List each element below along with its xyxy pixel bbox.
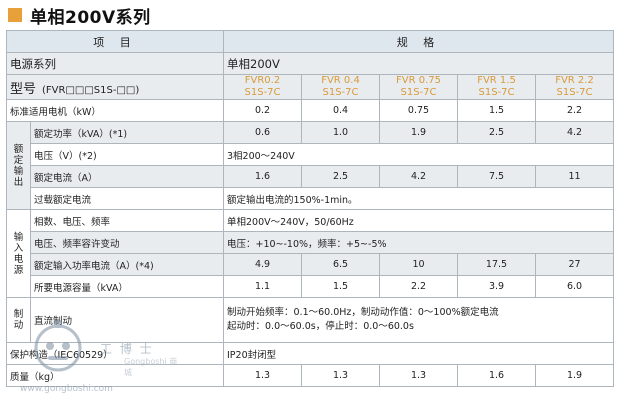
series-label: 电源系列 (6, 52, 224, 75)
header-row: 项 目 规 格 (6, 30, 615, 53)
model-label: 型号 (10, 81, 37, 97)
title-bullet (8, 8, 22, 22)
power-capacity-label: 所要电源容量（kVA） (30, 275, 224, 298)
rated-current-value: 4.2 (379, 165, 458, 188)
rated-input-value: 17.5 (457, 253, 536, 276)
model-label-cell: 型号 (FVR□□□S1S-□□) (6, 74, 224, 100)
group-label: 额定输出 (13, 143, 24, 188)
motor-value: 0.75 (379, 99, 458, 122)
series-value: 单相200V (222, 52, 615, 75)
rated-input-label: 额定输入功率电流（A）(*4) (30, 253, 224, 276)
group-label: 制动 (13, 309, 24, 331)
motor-value: 0.4 (301, 99, 380, 122)
dc-braking-line1: 制动开始频率：0.1～60.0Hz，制动动作值：0～100%额定电流 (227, 307, 499, 318)
rated-current-row: 额定电流（A） 1.6 2.5 4.2 7.5 11 (6, 165, 615, 188)
motor-row: 标准适用电机（kW） 0.2 0.4 0.75 1.5 2.2 (6, 99, 615, 122)
dc-braking-line2: 起动时：0.0～60.0s，停止时：0.0～60.0s (227, 321, 414, 332)
mass-value: 1.3 (301, 364, 380, 387)
rated-capacity-value: 1.0 (301, 121, 380, 144)
robot-mascot-icon (34, 320, 82, 372)
group-label: 输入电源 (13, 231, 24, 276)
input-power-group: 输入电源 (6, 209, 31, 298)
watermark-url: www.gongboshi.com (20, 384, 113, 394)
power-capacity-row: 所要电源容量（kVA） 1.1 1.5 2.2 3.9 6.0 (7, 275, 615, 298)
mass-value: 1.6 (457, 364, 536, 387)
voltage-row: 电压（V）(*2) 3相200～240V (7, 143, 615, 166)
rated-output-group: 额定输出 (6, 121, 31, 210)
mass-value: 1.3 (379, 364, 458, 387)
rated-input-value: 27 (534, 253, 615, 276)
rated-input-row: 额定输入功率电流（A）(*4) 4.9 6.5 10 17.5 27 (6, 253, 615, 276)
tolerance-value: 电压：+10~-10%，频率：+5~-5% (222, 231, 615, 254)
rated-current-value: 11 (534, 165, 615, 188)
motor-value: 2.2 (534, 99, 615, 122)
rated-current-value: 1.6 (223, 165, 302, 188)
power-capacity-value: 1.1 (223, 275, 302, 298)
power-capacity-value: 6.0 (534, 275, 615, 298)
rated-capacity-row: 额定输出 额定功率（kVA）(*1) 0.6 1.0 1.9 2.5 4.2 (6, 121, 615, 210)
watermark: 工 博 士 Gongboshi 商城 www.gongboshi.com (20, 318, 180, 400)
protection-value: IP20封闭型 (222, 342, 615, 365)
model-cell: FVR 2.2 S1S-7C (534, 74, 615, 100)
model-cell: FVR0.2 S1S-7C (223, 74, 302, 100)
overload-label: 过载额定电流 (30, 187, 224, 210)
rated-capacity-label: 额定功率（kVA）(*1) (30, 121, 224, 144)
rated-current-label: 额定电流（A） (30, 165, 224, 188)
page-title-text: 单相200V系列 (30, 7, 151, 28)
watermark-sub: Gongboshi 商城 (124, 357, 178, 377)
voltage-label: 电压（V）(*2) (30, 143, 224, 166)
mass-value: 1.9 (534, 364, 615, 387)
model-pattern: (FVR□□□S1S-□□) (42, 84, 140, 96)
rated-capacity-value: 1.9 (379, 121, 458, 144)
tolerance-row: 电压、频率容许变动 电压：+10~-10%，频率：+5~-5% (6, 231, 615, 254)
phase-value: 单相200V～240V，50/60Hz (222, 209, 615, 232)
phase-row: 输入电源 相数、电压、频率 单相200V～240V，50/60Hz (6, 209, 615, 298)
model-cell: FVR 0.4 S1S-7C (301, 74, 380, 100)
phase-label: 相数、电压、频率 (30, 209, 224, 232)
power-capacity-value: 3.9 (457, 275, 536, 298)
motor-value: 1.5 (457, 99, 536, 122)
rated-capacity-value: 4.2 (534, 121, 615, 144)
model-row: 型号 (FVR□□□S1S-□□) FVR0.2 S1S-7C FVR 0.4 S1S… (6, 74, 615, 100)
motor-label: 标准适用电机（kW） (6, 99, 224, 122)
overload-row: 过载额定电流 额定输出电流的150%-1min。 (7, 187, 615, 210)
dc-braking-value: 制动开始频率：0.1～60.0Hz，制动动作值：0～100%额定电流 起动时：0… (222, 297, 615, 343)
rated-capacity-value: 2.5 (457, 121, 536, 144)
power-capacity-value: 2.2 (379, 275, 458, 298)
spec-table: 项 目 规 格 电源系列 单相200V 型号 (FVR□□□S1S-□□) FVR… (6, 30, 615, 387)
page-title: 单相200V系列 (8, 4, 151, 28)
rated-input-value: 4.9 (223, 253, 302, 276)
header-item: 项 目 (6, 30, 224, 53)
model-cell: FVR 1.5 S1S-7C (457, 74, 536, 100)
braking-group: 制动 (6, 297, 31, 343)
tolerance-label: 电压、频率容许变动 (30, 231, 224, 254)
header-spec: 规 格 (222, 30, 615, 53)
power-capacity-value: 1.5 (301, 275, 380, 298)
rated-current-value: 7.5 (457, 165, 536, 188)
voltage-value: 3相200～240V (222, 143, 615, 166)
model-cell: FVR 0.75 S1S-7C (379, 74, 458, 100)
mass-value: 1.3 (223, 364, 302, 387)
rated-capacity-value: 0.6 (223, 121, 302, 144)
motor-value: 0.2 (223, 99, 302, 122)
rated-input-value: 10 (379, 253, 458, 276)
watermark-text: 工 博 士 (100, 342, 154, 356)
overload-value: 额定输出电流的150%-1min。 (222, 187, 615, 210)
dc-braking-label: 直流制动 (30, 297, 224, 343)
series-row: 电源系列 单相200V (6, 52, 615, 75)
rated-input-value: 6.5 (301, 253, 380, 276)
rated-current-value: 2.5 (301, 165, 380, 188)
